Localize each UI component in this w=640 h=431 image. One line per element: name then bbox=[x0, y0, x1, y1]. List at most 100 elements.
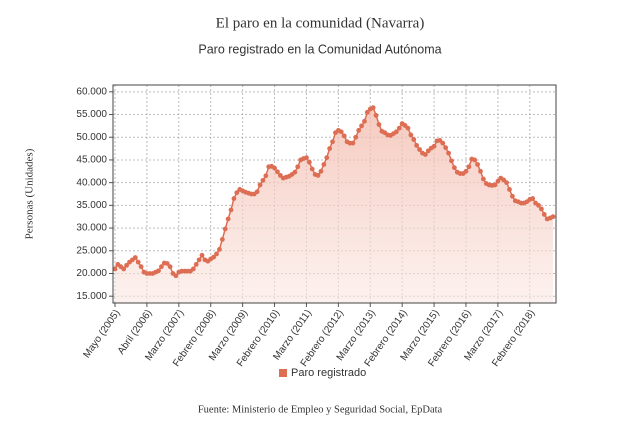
point bbox=[112, 266, 118, 272]
point bbox=[292, 169, 298, 175]
point bbox=[132, 255, 138, 260]
area bbox=[115, 107, 553, 303]
point bbox=[466, 164, 472, 170]
point bbox=[190, 266, 196, 272]
point bbox=[315, 172, 321, 178]
point bbox=[164, 261, 170, 266]
point bbox=[260, 177, 266, 183]
point bbox=[451, 165, 457, 171]
point bbox=[417, 147, 422, 152]
point bbox=[196, 257, 202, 263]
point bbox=[541, 212, 547, 217]
point bbox=[199, 252, 205, 258]
point bbox=[214, 251, 219, 257]
point bbox=[492, 182, 498, 188]
point bbox=[536, 202, 541, 208]
point bbox=[405, 125, 411, 131]
y-axis-label: Personas (Unidades) bbox=[24, 148, 36, 239]
point bbox=[370, 105, 376, 111]
point bbox=[222, 226, 228, 232]
chart-subtitle: Paro registrado en la Comunidad Autónoma bbox=[198, 42, 441, 56]
point bbox=[124, 262, 130, 268]
point bbox=[480, 176, 486, 182]
point bbox=[472, 157, 478, 163]
y-tick-label: 20.000 bbox=[76, 268, 107, 279]
y-tick-label: 60.000 bbox=[76, 86, 107, 97]
point bbox=[217, 247, 222, 252]
point bbox=[440, 140, 446, 146]
point bbox=[272, 165, 277, 171]
point bbox=[507, 187, 512, 192]
point bbox=[341, 133, 347, 139]
point bbox=[446, 150, 451, 156]
point bbox=[257, 182, 263, 188]
point bbox=[228, 207, 234, 213]
point bbox=[475, 162, 480, 167]
point bbox=[275, 169, 280, 175]
point bbox=[135, 259, 141, 265]
point bbox=[306, 159, 312, 165]
chart-title: El paro en la comunidad (Navarra) bbox=[216, 15, 425, 31]
y-tick-label: 55.000 bbox=[76, 109, 107, 120]
point bbox=[373, 113, 379, 118]
y-tick-label: 30.000 bbox=[76, 223, 107, 234]
legend-label: Paro registrado bbox=[291, 367, 366, 379]
point bbox=[422, 152, 428, 157]
point bbox=[509, 193, 515, 199]
point bbox=[211, 254, 217, 260]
point bbox=[463, 168, 469, 174]
point bbox=[295, 164, 301, 170]
point bbox=[138, 264, 144, 270]
point bbox=[330, 139, 335, 145]
x-tick-label: Mayo (2005) bbox=[81, 308, 122, 360]
point bbox=[309, 166, 315, 172]
y-tick-label: 15.000 bbox=[76, 291, 107, 302]
point bbox=[443, 145, 449, 151]
point bbox=[234, 190, 240, 196]
point bbox=[411, 137, 417, 142]
point bbox=[254, 189, 260, 195]
point bbox=[353, 134, 359, 140]
point bbox=[449, 158, 454, 164]
point bbox=[318, 168, 324, 174]
point bbox=[504, 180, 509, 186]
point bbox=[193, 261, 199, 267]
point bbox=[530, 196, 536, 201]
point bbox=[324, 155, 330, 161]
y-tick-label: 35.000 bbox=[76, 200, 107, 211]
point bbox=[393, 129, 399, 135]
point bbox=[376, 122, 382, 127]
y-tick-label: 45.000 bbox=[76, 155, 107, 166]
point bbox=[167, 264, 173, 270]
source-note: Fuente: Ministerio de Empleo y Seguridad… bbox=[198, 404, 443, 415]
point bbox=[327, 146, 333, 151]
point bbox=[538, 206, 544, 212]
point bbox=[338, 129, 344, 135]
point bbox=[173, 273, 179, 279]
point bbox=[121, 266, 127, 272]
point bbox=[431, 143, 437, 149]
point bbox=[321, 162, 327, 167]
point bbox=[356, 128, 362, 133]
point bbox=[396, 125, 402, 131]
point bbox=[550, 214, 556, 220]
point bbox=[304, 155, 309, 161]
legend-swatch bbox=[279, 369, 287, 377]
point bbox=[495, 178, 501, 184]
point bbox=[156, 268, 161, 274]
point bbox=[219, 237, 225, 242]
y-tick-label: 50.000 bbox=[76, 132, 107, 143]
point bbox=[414, 143, 420, 148]
point bbox=[225, 216, 231, 222]
point bbox=[478, 168, 483, 174]
y-tick-label: 25.000 bbox=[76, 245, 107, 256]
point bbox=[359, 123, 364, 129]
point bbox=[408, 132, 414, 138]
point bbox=[350, 140, 356, 146]
plot-frame bbox=[112, 84, 557, 304]
point bbox=[159, 264, 164, 270]
point bbox=[263, 173, 269, 179]
point bbox=[364, 109, 370, 115]
y-tick-label: 40.000 bbox=[76, 177, 107, 188]
